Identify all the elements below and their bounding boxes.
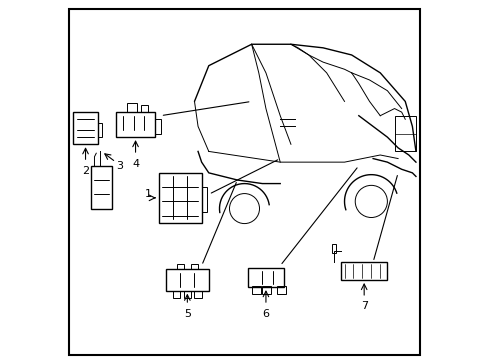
Text: 5: 5 bbox=[183, 309, 190, 319]
Bar bbox=[126, 103, 137, 112]
Text: 6: 6 bbox=[262, 309, 269, 319]
Bar bbox=[340, 262, 386, 280]
Bar bbox=[98, 123, 102, 137]
Bar bbox=[276, 287, 285, 294]
Bar bbox=[155, 119, 160, 134]
Bar bbox=[247, 267, 283, 287]
Bar bbox=[331, 244, 335, 253]
Bar bbox=[190, 264, 198, 269]
Text: 3: 3 bbox=[116, 161, 122, 171]
Bar bbox=[116, 112, 155, 137]
Bar bbox=[251, 287, 260, 294]
Bar bbox=[176, 264, 183, 269]
Text: 4: 4 bbox=[132, 158, 139, 168]
Bar bbox=[183, 291, 190, 298]
Bar bbox=[91, 166, 112, 208]
Bar bbox=[173, 291, 180, 298]
Bar bbox=[201, 187, 206, 212]
Bar bbox=[73, 112, 98, 144]
Bar bbox=[159, 173, 201, 223]
Bar bbox=[394, 116, 415, 152]
Bar bbox=[141, 105, 148, 112]
Bar bbox=[194, 291, 201, 298]
Text: 7: 7 bbox=[360, 301, 367, 311]
Bar bbox=[262, 287, 271, 294]
Bar bbox=[165, 269, 208, 291]
Text: 2: 2 bbox=[82, 166, 89, 176]
Text: 1: 1 bbox=[144, 189, 151, 199]
